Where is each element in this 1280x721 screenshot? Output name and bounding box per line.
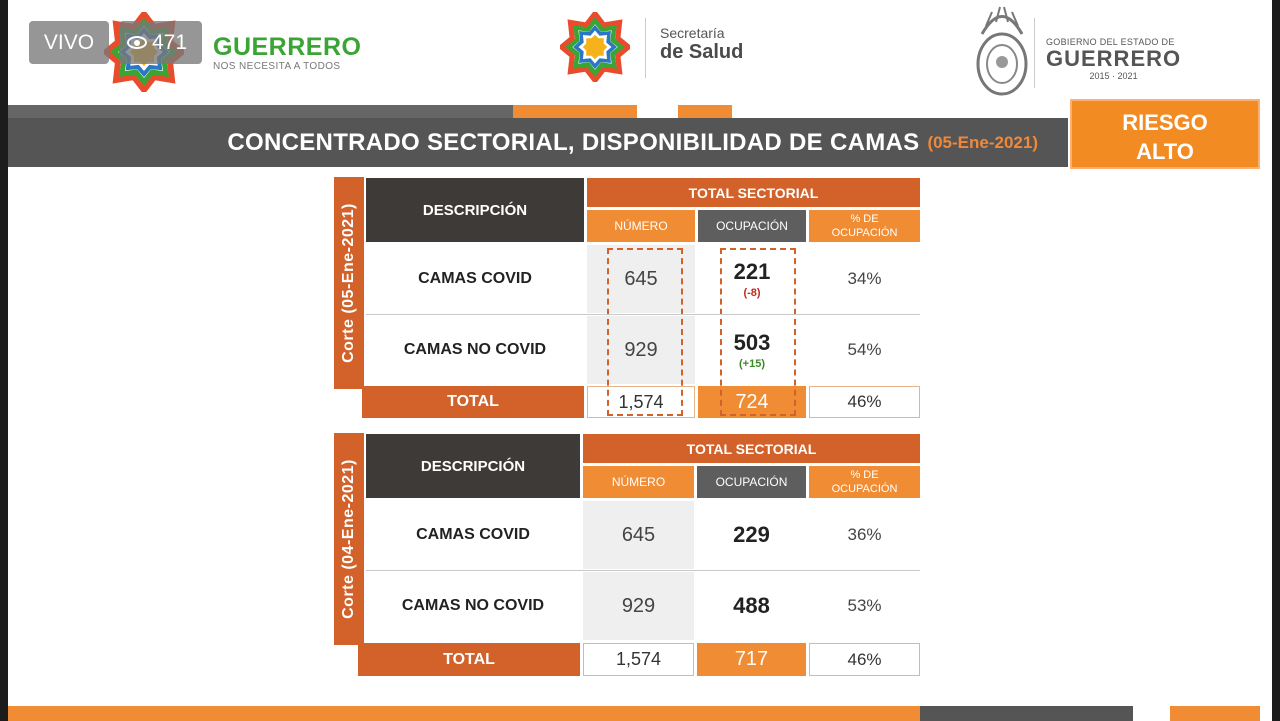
salud-line1: Secretaría [660,25,725,41]
table-cell-ocupacion: 488 [697,572,806,640]
table-row-label: CAMAS COVID [366,245,584,313]
slide-date: (05-Ene-2021) [927,132,1038,152]
table-cell-numero: 645 [583,501,694,569]
table-cell-porcentaje: 34% [809,245,920,313]
grid-line [366,570,920,571]
top-divider-orange-small [678,105,732,118]
table-cell-ocupacion: 229 [697,501,806,569]
header-porcentaje: % DE OCUPACIÓN [809,466,920,498]
secretaria-salud-brand: Secretaría de Salud [660,25,743,64]
header-numero: NÚMERO [587,210,695,242]
total-numero: 1,574 [583,643,694,676]
table-side-label: Corte (05-Ene-2021) [334,177,364,389]
slide-title-bar: CONCENTRADO SECTORIAL, DISPONIBILIDAD DE… [8,118,1068,167]
highlight-ocupacion-column [720,248,796,416]
header-pct-line1: % DE [850,213,879,225]
table-cell-porcentaje: 54% [809,316,920,384]
bottom-bar-gray [920,706,1133,721]
total-porcentaje: 46% [809,643,920,676]
table-side-label: Corte (04-Ene-2021) [334,433,364,645]
salud-line2: de Salud [660,41,744,63]
header-ocupacion: OCUPACIÓN [698,210,806,242]
side-label-text: Corte (04-Ene-2021) [340,459,357,619]
risk-line2: ALTO [1136,139,1194,164]
gob-line2: GUERRERO [1046,46,1182,71]
table-cell-porcentaje: 36% [809,501,920,569]
header-total-sectorial: TOTAL SECTORIAL [583,434,920,463]
ocupacion-value: 503 [733,330,771,355]
table-cell-numero: 645 [587,245,695,313]
header-pct-line1: % DE [850,469,879,481]
eye-icon [127,36,147,49]
header-total-sectorial: TOTAL SECTORIAL [587,178,920,207]
live-badge: VIVO [29,21,109,64]
side-label-text: Corte (05-Ene-2021) [340,203,357,363]
top-divider-orange [513,105,637,118]
risk-level-badge: RIESGO ALTO [1070,99,1260,169]
brand-name: GUERRERO [213,33,362,61]
header-pct-line2: OCUPACIÓN [831,227,898,239]
slide-title: CONCENTRADO SECTORIAL, DISPONIBILIDAD DE… [227,128,920,156]
ocupacion-delta: (-8) [743,287,761,299]
header-porcentaje: % DE OCUPACIÓN [809,210,920,242]
gobierno-brand: GOBIERNO DEL ESTADO DE GUERRERO 2015 · 2… [1046,37,1181,81]
header-ocupacion: OCUPACIÓN [697,466,806,498]
left-edge [0,0,8,721]
table-cell-numero: 929 [583,572,694,640]
viewer-count-badge: 471 [119,21,202,64]
bottom-bar-orange [8,706,920,721]
right-edge [1272,0,1280,721]
table-cell-porcentaje: 53% [809,572,920,640]
salud-star-logo [560,12,630,82]
ocupacion-value: 221 [733,259,771,284]
total-porcentaje: 46% [809,386,920,418]
coat-divider [1034,18,1035,88]
table-row-label: CAMAS COVID [366,501,580,569]
total-ocupacion: 717 [697,643,806,676]
header-numero: NÚMERO [583,466,694,498]
total-ocupacion: 724 [698,386,806,418]
header-descripcion: DESCRIPCIÓN [366,178,584,242]
gob-line3: 2015 · 2021 [1089,71,1138,81]
table-cell-ocupacion: 221 (-8) [698,245,806,313]
header-descripcion: DESCRIPCIÓN [366,434,580,498]
highlight-numero-column [607,248,683,416]
table-cell-ocupacion: 503 (+15) [698,316,806,384]
total-row-label: TOTAL [362,386,584,418]
table-cell-numero: 929 [587,316,695,384]
header-pct-line2: OCUPACIÓN [831,483,898,495]
bottom-bar-orange-right [1170,706,1260,721]
grid-line [366,314,920,315]
state-coat-of-arms-logo [976,6,1028,96]
risk-line1: RIESGO [1122,110,1208,135]
gob-line1: GOBIERNO DEL ESTADO DE [1046,37,1175,47]
total-row-label: TOTAL [358,643,580,676]
viewer-count: 471 [152,31,188,54]
table-row-label: CAMAS NO COVID [366,572,580,640]
guerrero-brand: GUERRERO NOS NECESITA A TODOS [213,33,361,72]
brand-tagline: NOS NECESITA A TODOS [213,61,341,72]
total-numero: 1,574 [587,386,695,418]
top-divider-gray [8,105,513,118]
table-row-label: CAMAS NO COVID [366,316,584,384]
logo-divider [645,18,646,78]
ocupacion-delta: (+15) [739,358,765,370]
